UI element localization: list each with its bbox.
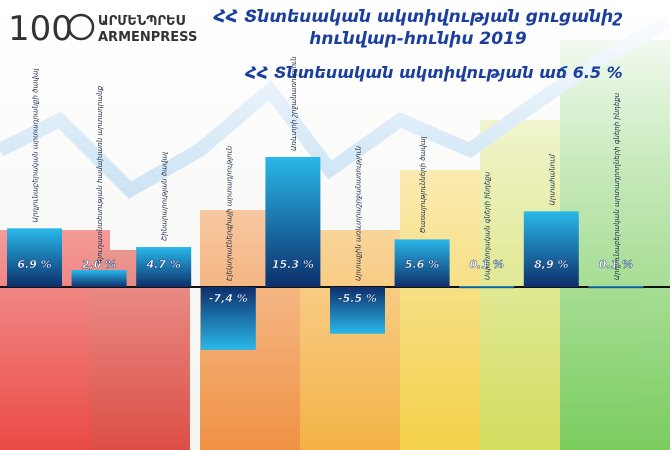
value-label: 0.1 % xyxy=(599,258,633,271)
logo-armenian: ԱՐՄԵՆՊՐԵՍ xyxy=(98,14,186,29)
value-label: 0.1 % xyxy=(470,258,504,271)
category-label: Ծառայությունների ծավալ xyxy=(419,136,427,233)
chart-title: հունվար-հունիս 2019 xyxy=(309,29,527,49)
bar xyxy=(136,247,192,287)
bar xyxy=(523,211,579,287)
value-label: -7,4 % xyxy=(209,292,248,305)
value-label: 6.9 % xyxy=(17,258,51,271)
bar xyxy=(394,239,450,287)
bar xyxy=(200,287,256,350)
value-label: 5.6 % xyxy=(405,258,439,271)
bar xyxy=(330,287,385,334)
value-label: 8,9 % xyxy=(534,258,568,271)
bar xyxy=(459,286,515,289)
value-label: -5.5 % xyxy=(338,292,377,305)
category-label: Արտաքին առևտրաշրջանառություն xyxy=(355,145,363,281)
category-label: Գյուղատնտեսության համախառն արտադրանք xyxy=(96,85,104,264)
category-label: Սպառողական գների ինդեքս xyxy=(484,171,492,280)
category-label: Արտահանում xyxy=(548,153,556,206)
category-label: Արդյունաբերական արտադրանքի ծավալ xyxy=(32,68,40,222)
value-label: 15.3 % xyxy=(272,258,314,271)
chart-subtitle: ՀՀ Տնտեսական ակտիվության աճ 6.5 % xyxy=(244,63,622,82)
logo-mark xyxy=(67,13,95,41)
value-label: 4.7 % xyxy=(146,258,181,271)
chart-title: ՀՀ Տնտեսական ակտիվության ցուցանիշ xyxy=(213,7,624,27)
value-label: 2,0 % xyxy=(82,258,116,271)
logo-number: 100 xyxy=(8,9,73,49)
category-label: Առևտրի շրջանառություն xyxy=(290,56,298,151)
category-label: Շինարարության ծավալ xyxy=(161,152,169,241)
bar xyxy=(7,228,62,287)
category-label: Արդյունաբերական արտադրողների գների ինդեք… xyxy=(613,92,621,280)
bar xyxy=(588,286,644,289)
logo-latin: ARMENPRESS xyxy=(98,30,197,45)
bar xyxy=(265,156,321,287)
bar xyxy=(71,270,127,287)
category-label: Էլեկտրաէներգիայի արտադրություն xyxy=(225,145,233,281)
